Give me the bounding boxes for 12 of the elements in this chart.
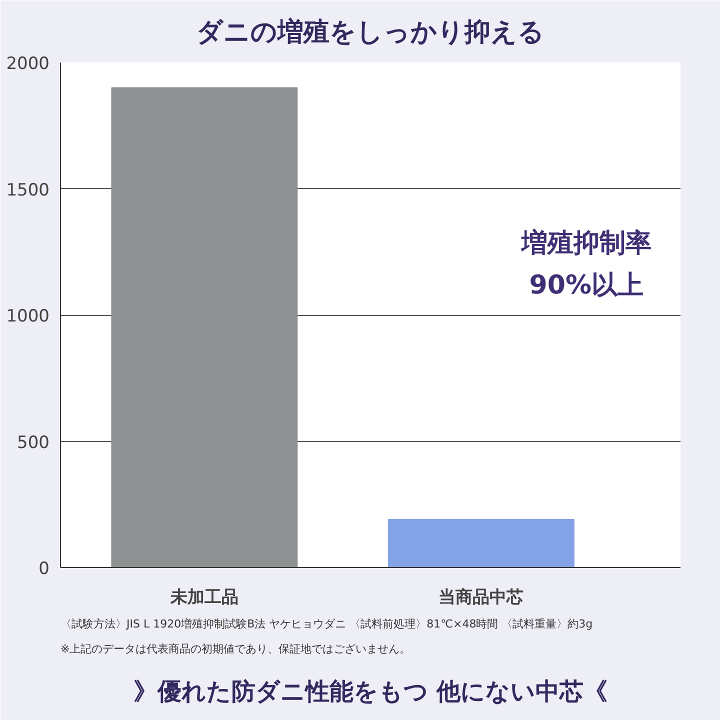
x-tick-label: 当商品中芯 bbox=[438, 588, 524, 608]
text: ※上記のデータは代表商品の初期値であり、保証地ではございません。 bbox=[60, 642, 411, 656]
annotation: 増殖抑制率 90%以上 bbox=[520, 228, 652, 300]
y-tick-label: 0 bbox=[38, 559, 50, 579]
y-tick-label: 500 bbox=[17, 432, 50, 453]
text: 〈試験方法〉JIS L 1920増殖抑制試験B法 ヤケヒョウダニ 〈試料前処理〉81℃×48時間 〈試料重量〉約3g bbox=[60, 618, 593, 630]
x-tick-label: 未加工品 bbox=[169, 588, 238, 608]
chart-title: ダニの増殖をしっかり抑える bbox=[196, 16, 544, 48]
y-tick-label: 1000 bbox=[6, 306, 50, 326]
y-tick-label: 1500 bbox=[6, 180, 50, 200]
text: 》優れた防ダニ性能をもつ 他にない中芯《 bbox=[133, 678, 608, 706]
y-tick-label: 2000 bbox=[6, 54, 50, 74]
